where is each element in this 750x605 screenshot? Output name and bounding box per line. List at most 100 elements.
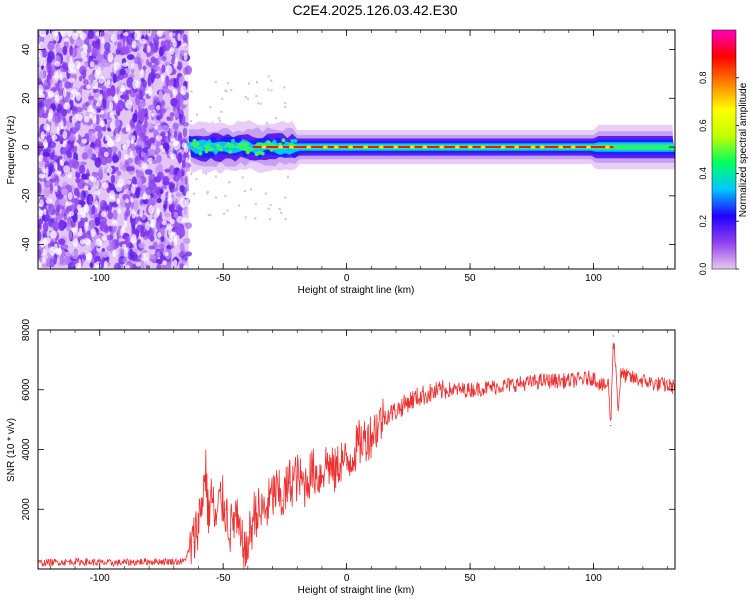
noise-gap [80,238,86,245]
noise-blob [69,132,74,142]
scatter-dot [283,86,286,89]
snr-point [200,508,202,510]
signal-core-dot [278,145,284,149]
noise-blob [173,211,179,219]
noise-gap [46,126,51,133]
noise-blob [47,202,53,209]
spectrogram-ylabel: Frequency (Hz) [6,116,17,185]
noise-blob [117,150,122,160]
noise-blob [43,177,47,183]
noise-gap [72,31,79,41]
noise-blob [155,147,160,155]
noise-gap [139,208,144,218]
noise-blob [115,166,119,172]
scatter-dot [202,171,205,174]
scatter-dot [206,192,209,195]
noise-blob [49,78,54,85]
scatter-dot [190,120,193,123]
snr-point [444,389,446,391]
noise-blob [144,113,148,118]
signal-core-dot [322,145,328,149]
noise-blob [65,144,71,149]
snr-point [111,562,113,564]
noise-blob [83,79,89,85]
noise-gap [165,65,173,75]
noise-blob [38,222,42,232]
noise-gap [130,235,137,244]
noise-blob [154,65,161,72]
noise-blob [87,30,95,40]
spectrogram-xtick-label: 100 [585,273,602,284]
noise-blob [161,55,167,62]
noise-blob [69,99,74,110]
noise-gap [94,200,98,208]
noise-gap [184,74,191,82]
noise-gap [69,56,73,62]
noise-blob [61,77,68,83]
noise-blob [150,72,155,83]
noise-gap [121,243,127,249]
noise-blob [97,130,103,140]
signal-blob [186,142,191,147]
noise-gap [53,161,58,170]
noise-blob [169,90,173,99]
noise-blob [147,148,156,157]
noise-blob [162,180,170,186]
noise-blob [109,242,115,250]
noise-blob [68,229,73,241]
noise-gap [125,198,130,204]
snr-point [215,523,217,525]
snr-point [602,386,604,388]
noise-blob [178,114,186,125]
scatter-dot [269,218,272,221]
noise-gap [139,68,145,79]
noise-blob [121,46,130,55]
scatter-dot [223,212,226,215]
snr-point [183,560,185,563]
snr-point [267,505,269,507]
noise-gap [126,179,132,185]
noise-blob [112,154,120,163]
signal-blob [219,147,224,152]
noise-gap [107,52,114,63]
noise-gap [92,115,97,124]
noise-gap [183,100,188,105]
noise-gap [89,61,95,68]
noise-blob [134,124,140,133]
signal-blob [207,139,212,144]
scatter-dot [244,96,247,99]
noise-gap [62,87,67,98]
noise-gap [87,105,94,113]
noise-gap [46,230,50,237]
noise-blob [179,184,185,193]
scatter-dot [246,97,249,100]
noise-gap [67,192,73,200]
noise-blob [132,178,138,185]
signal-core-dot [363,145,369,149]
noise-blob [160,185,168,190]
noise-blob [89,262,94,269]
colorbar-tick-label: 0.4 [698,167,708,180]
signal-blob [284,141,289,146]
signal-blob [293,138,298,143]
noise-blob [48,66,52,76]
noise-gap [38,261,42,269]
noise-blob [147,104,155,111]
scatter-dot [221,97,224,100]
noise-blob [79,65,87,76]
scatter-dot [225,90,228,93]
noise-gap [53,70,59,80]
noise-blob [58,219,65,228]
noise-gap [84,221,89,231]
noise-gap [109,101,114,111]
scatter-dot [220,110,223,113]
noise-blob [38,72,44,80]
snr-point [234,514,237,516]
spectrogram-xtick-label: 0 [344,273,350,284]
noise-gap [72,238,79,248]
noise-blob [133,198,139,211]
noise-blob [87,230,92,235]
noise-gap [94,190,101,196]
noise-blob [98,166,103,175]
